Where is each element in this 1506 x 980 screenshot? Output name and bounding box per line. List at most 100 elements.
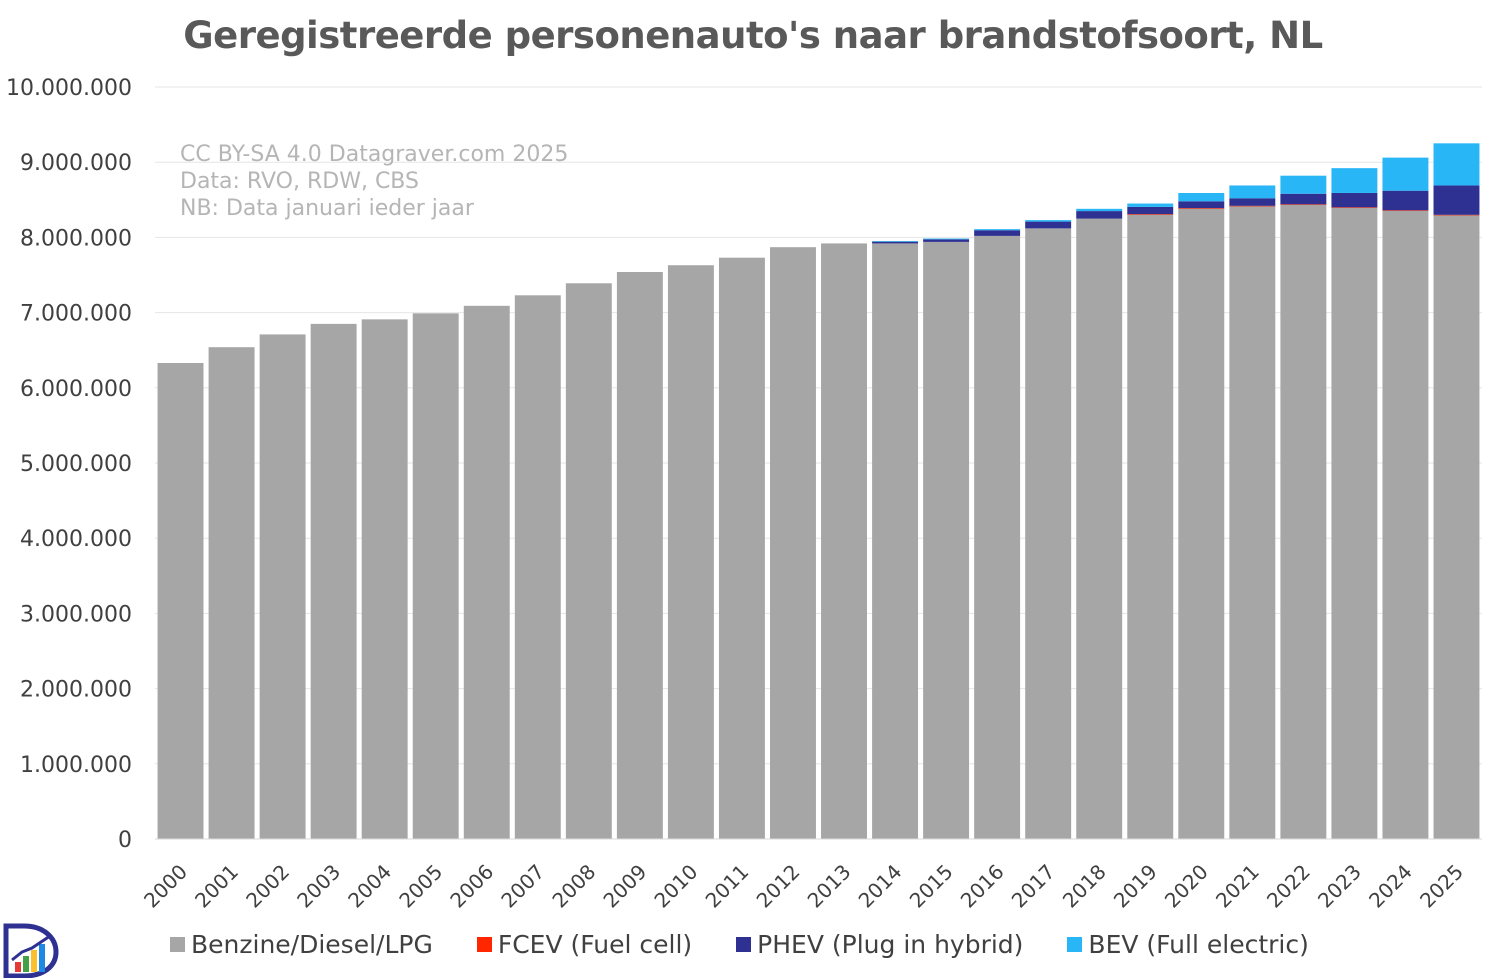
x-tick-label: 2020	[1160, 860, 1213, 913]
bar-segment-1-2019	[1127, 214, 1174, 839]
x-axis-tick-labels: 2000200120022003200420052006200720082009…	[139, 860, 1468, 913]
y-tick-label: 6.000.000	[20, 377, 132, 402]
bar-segment-1-2006	[463, 305, 510, 839]
legend-label: BEV (Full electric)	[1088, 929, 1309, 959]
x-tick-label: 2007	[496, 860, 549, 913]
bar-segment-4-2016	[974, 229, 1021, 231]
credit-annotation: CC BY-SA 4.0 Datagraver.com 2025	[180, 142, 569, 167]
bar-segment-1-2000	[157, 362, 204, 839]
bar-segment-2-2022	[1280, 204, 1327, 205]
y-tick-label: 10.000.000	[6, 76, 132, 101]
legend-swatch	[1067, 936, 1083, 952]
bar-segment-4-2017	[1025, 220, 1072, 222]
y-tick-label: 9.000.000	[20, 151, 132, 176]
legend-label: PHEV (Plug in hybrid)	[757, 929, 1024, 959]
bar-segment-2-2025	[1433, 214, 1480, 216]
datagraver-logo	[3, 923, 59, 978]
bar-segment-3-2018	[1076, 211, 1123, 219]
bar-segment-2-2023	[1331, 207, 1378, 208]
x-tick-label: 2024	[1364, 860, 1417, 913]
y-tick-label: 2.000.000	[20, 678, 132, 703]
x-tick-label: 2009	[598, 860, 651, 913]
y-tick-label: 4.000.000	[20, 527, 132, 552]
bar-segment-2-2019	[1127, 214, 1174, 215]
bar-segment-1-2023	[1331, 207, 1378, 839]
bar-segment-1-2014	[872, 243, 919, 839]
bar-segment-1-2001	[208, 347, 255, 839]
legend: Benzine/Diesel/LPG FCEV (Fuel cell) PHEV (…	[170, 924, 1353, 964]
legend-label: Benzine/Diesel/LPG	[191, 929, 433, 959]
y-tick-label: 1.000.000	[20, 753, 132, 778]
legend-swatch	[476, 936, 492, 952]
legend-label: FCEV (Fuel cell)	[497, 929, 693, 959]
bar-segment-3-2023	[1331, 192, 1378, 208]
bar-segment-1-2021	[1229, 205, 1276, 840]
bar-segment-1-2009	[616, 271, 663, 839]
x-tick-label: 2011	[701, 860, 754, 913]
x-tick-label: 2000	[139, 860, 192, 913]
chart-title: Geregistreerde personenauto's naar brand…	[183, 14, 1323, 57]
stacked-bar-chart: 0 1.000.000 2.000.000 3.000.000 4.000.000 5.0…	[6, 76, 1482, 913]
x-tick-label: 2022	[1262, 860, 1315, 913]
bars	[157, 143, 1480, 840]
x-tick-label: 2002	[241, 860, 294, 913]
bar-segment-1-2015	[923, 241, 970, 840]
legend-swatch	[170, 936, 185, 952]
bar-segment-4-2018	[1076, 208, 1123, 212]
bar-segment-3-2017	[1025, 221, 1072, 229]
bar-segment-1-2020	[1178, 208, 1225, 839]
bar-segment-1-2005	[412, 313, 459, 839]
note-annotation: NB: Data januari ieder jaar	[180, 196, 474, 221]
bar-segment-4-2015	[923, 238, 970, 240]
bar-segment-4-2024	[1382, 157, 1429, 191]
bar-segment-1-2003	[310, 323, 357, 839]
bar-segment-4-2022	[1280, 175, 1327, 194]
x-tick-label: 2021	[1211, 860, 1264, 913]
x-tick-label: 2018	[1058, 860, 1111, 913]
bar-segment-1-2008	[565, 283, 612, 840]
bar-segment-1-2004	[361, 319, 408, 839]
bar-segment-4-2019	[1127, 203, 1174, 207]
x-tick-label: 2023	[1313, 860, 1366, 913]
x-tick-label: 2019	[1109, 860, 1162, 913]
legend-item: FCEV (Fuel cell)	[476, 929, 693, 959]
bar-segment-2-2024	[1382, 210, 1429, 211]
legend-swatch	[736, 936, 752, 952]
y-axis-tick-labels: 0 1.000.000 2.000.000 3.000.000 4.000.000 5.0…	[6, 76, 132, 853]
y-tick-label: 5.000.000	[20, 452, 132, 477]
bar-segment-4-2021	[1229, 185, 1276, 199]
bar-segment-3-2022	[1280, 193, 1327, 205]
x-tick-label: 2005	[394, 860, 447, 913]
bar-segment-1-2024	[1382, 210, 1429, 839]
bar-segment-3-2025	[1433, 185, 1480, 215]
legend-item: BEV (Full electric)	[1067, 929, 1309, 959]
source-annotation: Data: RVO, RDW, CBS	[180, 169, 419, 194]
x-tick-label: 2012	[752, 860, 805, 913]
x-tick-label: 2015	[905, 860, 958, 913]
x-tick-label: 2014	[854, 860, 907, 913]
y-tick-label: 7.000.000	[20, 302, 132, 327]
bar-segment-3-2024	[1382, 190, 1429, 211]
bar-segment-1-2010	[667, 265, 714, 839]
bar-segment-2-2021	[1229, 205, 1276, 207]
x-tick-label: 2003	[292, 860, 345, 913]
x-tick-label: 2010	[649, 860, 702, 913]
x-tick-label: 2016	[956, 860, 1009, 913]
x-tick-label: 2001	[190, 860, 243, 913]
bar-segment-3-2016	[974, 230, 1021, 236]
bar-segment-1-2013	[821, 243, 867, 839]
bar-segment-1-2007	[514, 295, 561, 840]
bar-segment-3-2014	[872, 241, 919, 244]
bar-segment-1-2011	[718, 257, 765, 840]
bar-segment-1-2018	[1076, 218, 1123, 840]
y-tick-label: 8.000.000	[20, 226, 132, 251]
legend-item: PHEV (Plug in hybrid)	[736, 930, 1023, 959]
bar-segment-4-2014	[872, 241, 919, 242]
bar-segment-1-2025	[1433, 214, 1480, 840]
bar-segment-3-2015	[923, 239, 970, 242]
x-tick-label: 2013	[803, 860, 856, 913]
x-tick-label: 2004	[343, 860, 396, 913]
bar-segment-4-2020	[1178, 193, 1225, 202]
bar-segment-4-2025	[1433, 143, 1480, 186]
legend-item: Benzine/Diesel/LPG	[170, 930, 433, 959]
